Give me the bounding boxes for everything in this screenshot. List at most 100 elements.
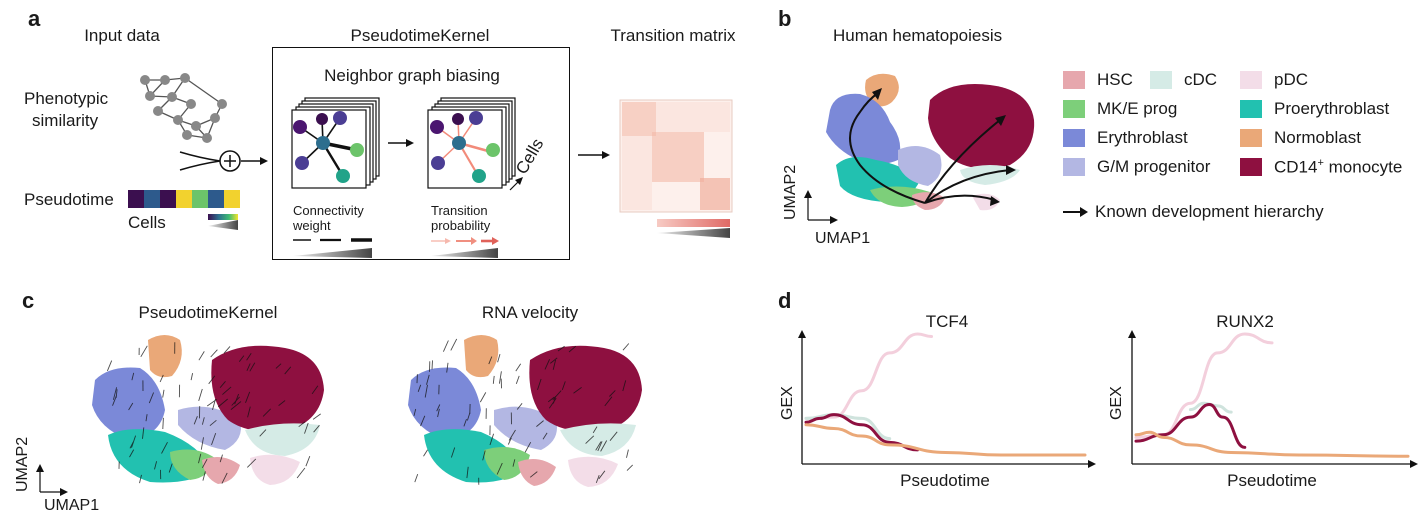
- legend-swatch: [1063, 129, 1085, 147]
- legend-label: HSC: [1097, 70, 1133, 89]
- velocity-streamline: [497, 353, 501, 363]
- velocity-streamline: [212, 398, 216, 411]
- legend-label: Erythroblast: [1097, 128, 1188, 147]
- velocity-streamline: [512, 459, 516, 467]
- velocity-streamline: [516, 403, 523, 410]
- velocity-streamline: [446, 362, 449, 373]
- velocity-streamline: [548, 398, 557, 409]
- legend-item: G/M progenitor: [1063, 157, 1210, 177]
- gex-line-normoblast: [1134, 430, 1410, 458]
- known-hierarchy-label: Known development hierarchy: [1095, 202, 1324, 221]
- velocity-streamline: [489, 433, 495, 446]
- velocity-streamline: [190, 373, 194, 381]
- gex-axis-label-tcf4: GEX: [779, 386, 796, 420]
- velocity-streamline: [246, 458, 257, 468]
- velocity-streamline: [413, 408, 417, 416]
- velocity-streamline: [550, 357, 558, 364]
- velocity-streamline: [247, 406, 251, 418]
- legend-item: pDC: [1240, 70, 1308, 90]
- pseudotime-kernel-box: [272, 47, 570, 260]
- velocity-streamline: [223, 346, 231, 354]
- umap2-axis-label-c: UMAP2: [14, 436, 31, 492]
- tcf4-xlabel: Pseudotime: [900, 471, 990, 490]
- velocity-streamline: [492, 375, 495, 384]
- umap2-axis-label-b: UMAP2: [782, 164, 799, 220]
- gex-line-pdc: [1134, 332, 1274, 439]
- velocity-streamline: [284, 366, 292, 375]
- legend-item: HSC: [1063, 70, 1133, 90]
- velocity-streamline: [552, 359, 557, 370]
- legend-label: pDC: [1274, 70, 1309, 89]
- velocity-streamline: [129, 441, 134, 449]
- velocity-streamline: [466, 412, 471, 421]
- legend-label: MK/E prog: [1097, 99, 1178, 118]
- legend-swatch: [1240, 129, 1262, 147]
- pseudotime-cell-2: [160, 190, 176, 208]
- legend-label: Normoblast: [1274, 128, 1361, 147]
- velocity-streamline: [262, 408, 272, 417]
- velocity-streamline: [573, 387, 582, 394]
- velocity-streamline: [595, 441, 602, 451]
- input-data-title: Input data: [84, 26, 160, 45]
- velocity-streamline: [598, 470, 606, 480]
- velocity-streamline: [585, 435, 595, 444]
- velocity-streamline: [222, 386, 232, 395]
- velocity-streamline: [463, 418, 467, 427]
- velocity-streamline: [202, 471, 206, 481]
- velocity-streamline: [595, 475, 600, 484]
- pseudotime-color-strip: [128, 190, 240, 208]
- velocity-streamline: [552, 396, 557, 404]
- velocity-streamline: [131, 372, 135, 381]
- velocity-streamline: [210, 349, 218, 358]
- velocity-streamline: [154, 461, 158, 470]
- velocity-streamline: [622, 380, 627, 392]
- velocity-streamline: [437, 408, 440, 418]
- legend-swatch: [1240, 100, 1262, 118]
- velocity-streamline: [592, 426, 598, 434]
- velocity-streamline: [168, 463, 173, 473]
- velocity-streamline: [479, 392, 487, 403]
- velocity-streamline: [609, 431, 618, 441]
- velocity-streamline: [557, 345, 565, 352]
- gex-line-cd14-monocyte: [1134, 403, 1247, 449]
- velocity-streamline: [515, 375, 520, 385]
- velocity-streamline: [161, 441, 168, 454]
- velocity-streamline: [206, 399, 217, 407]
- velocity-streamline: [296, 467, 306, 479]
- umap1-axis-label-c: UMAP1: [44, 497, 100, 514]
- velocity-streamline: [112, 395, 117, 406]
- velocity-streamline: [561, 381, 566, 391]
- velocity-streamline: [466, 466, 469, 479]
- gex-line-cd14-monocyte: [804, 413, 920, 452]
- velocity-streamline: [246, 352, 252, 361]
- velocity-streamline: [198, 453, 202, 464]
- gex-line-cdc: [1188, 401, 1233, 414]
- velocity-streamline: [536, 420, 544, 427]
- legend-swatch: [1240, 71, 1262, 89]
- pseudotime-cell-4: [192, 190, 208, 208]
- legend-item: Normoblast: [1240, 128, 1361, 148]
- velocity-streamline: [201, 417, 205, 425]
- legend-swatch: [1150, 71, 1172, 89]
- velocity-streamline: [139, 474, 142, 484]
- velocity-streamline: [231, 396, 240, 406]
- velocity-streamline: [245, 391, 251, 403]
- velocity-streamline: [129, 449, 135, 458]
- velocity-streamline: [145, 414, 148, 422]
- velocity-streamline: [600, 440, 608, 452]
- velocity-streamline: [426, 374, 430, 385]
- velocity-streamline: [424, 384, 428, 398]
- velocity-streamline: [148, 392, 155, 404]
- velocity-streamline: [115, 389, 118, 399]
- velocity-streamline: [552, 390, 562, 401]
- legend-swatch: [1063, 71, 1085, 89]
- cells-label: Cells: [128, 213, 166, 232]
- velocity-streamline: [246, 363, 251, 371]
- legend-swatch: [1240, 158, 1262, 177]
- velocity-streamline: [209, 419, 217, 427]
- velocity-streamline: [496, 462, 503, 475]
- velocity-streamline: [298, 421, 306, 428]
- velocity-streamline: [442, 340, 449, 352]
- velocity-streamline: [278, 400, 286, 406]
- legend-label: Proerythroblast: [1274, 99, 1390, 118]
